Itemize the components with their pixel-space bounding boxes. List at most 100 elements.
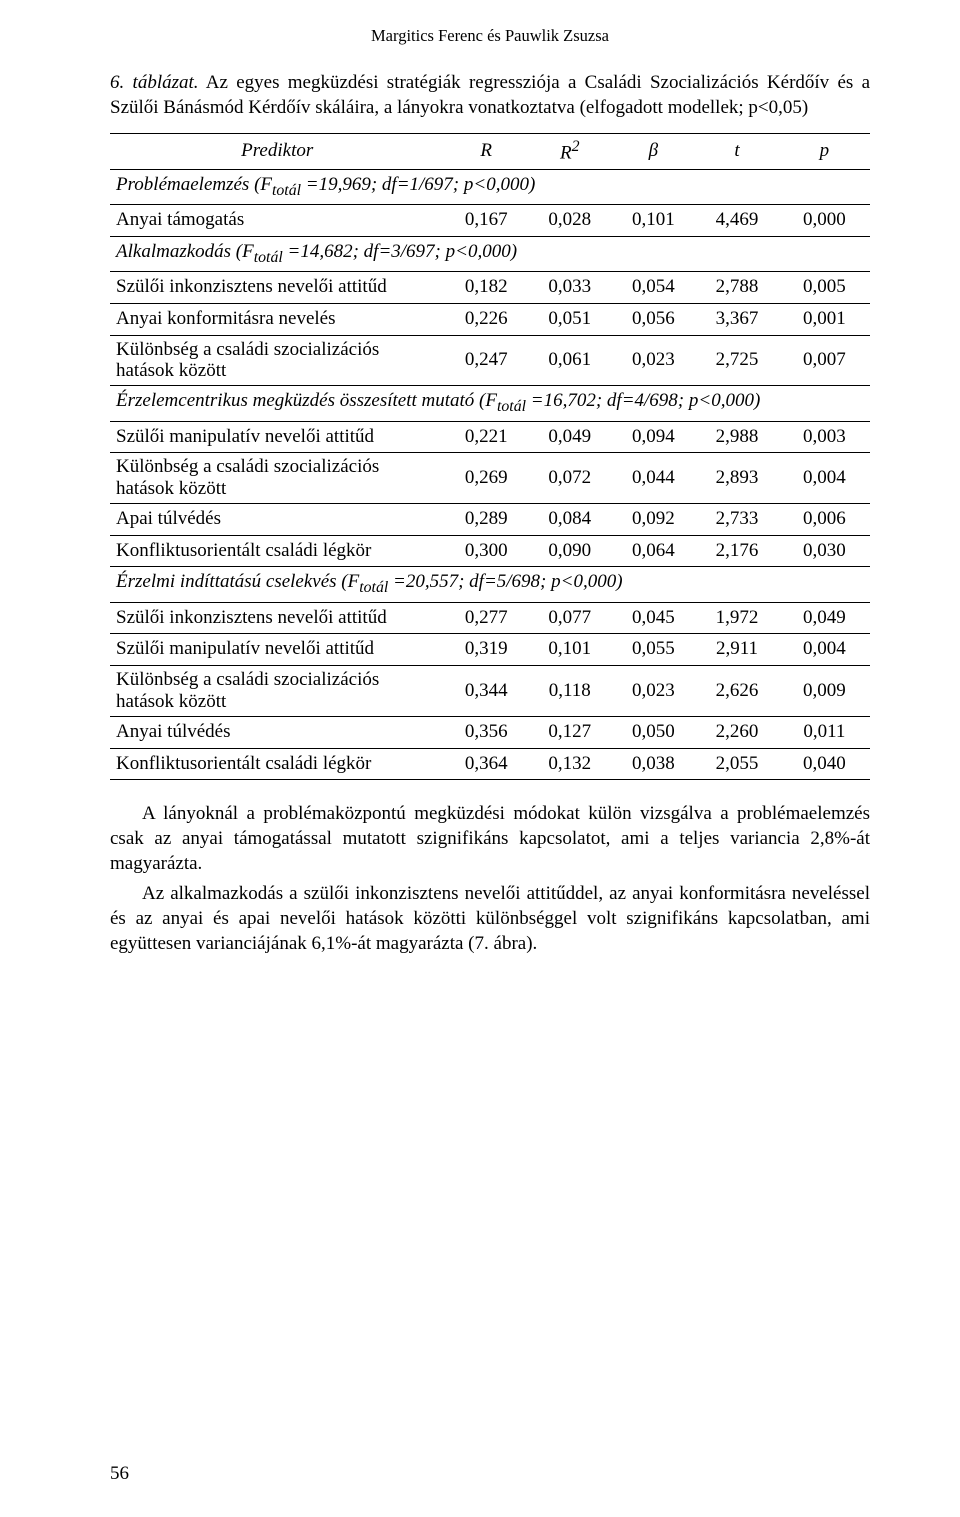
paragraph-1: A lányoknál a problémaközpontú megküzdés… bbox=[110, 802, 870, 876]
cell: 0,007 bbox=[779, 335, 870, 386]
table-section-row: Problémaelemzés (Ftotál =19,969; df=1/69… bbox=[110, 169, 870, 204]
cell: 0,004 bbox=[779, 634, 870, 666]
cell: 0,118 bbox=[528, 666, 612, 717]
cell: 0,061 bbox=[528, 335, 612, 386]
cell: 0,247 bbox=[444, 335, 528, 386]
table-row: Különbség a családi szocializációs hatás… bbox=[110, 666, 870, 717]
caption-rest: Az egyes megküzdési stratégiák regresszi… bbox=[110, 72, 870, 118]
cell: 2,733 bbox=[695, 504, 779, 536]
cell: 0,132 bbox=[528, 748, 612, 780]
cell: 0,092 bbox=[612, 504, 696, 536]
row-label: Konfliktusorientált családi légkör bbox=[110, 535, 444, 567]
cell: 0,045 bbox=[612, 602, 696, 634]
row-label: Szülői manipulatív nevelői attitűd bbox=[110, 421, 444, 453]
cell: 4,469 bbox=[695, 205, 779, 237]
cell: 0,344 bbox=[444, 666, 528, 717]
cell: 0,055 bbox=[612, 634, 696, 666]
cell: 0,030 bbox=[779, 535, 870, 567]
table-row: Szülői inkonzisztens nevelői attitűd 0,1… bbox=[110, 272, 870, 304]
row-label: Konfliktusorientált családi légkör bbox=[110, 748, 444, 780]
table-row: Különbség a családi szocializációs hatás… bbox=[110, 335, 870, 386]
cell: 0,221 bbox=[444, 421, 528, 453]
row-label: Anyai támogatás bbox=[110, 205, 444, 237]
cell: 0,167 bbox=[444, 205, 528, 237]
row-label: Szülői manipulatív nevelői attitűd bbox=[110, 634, 444, 666]
table-section-row: Alkalmazkodás (Ftotál =14,682; df=3/697;… bbox=[110, 236, 870, 271]
cell: 0,300 bbox=[444, 535, 528, 567]
col-p: p bbox=[779, 133, 870, 169]
row-label: Különbség a családi szocializációs hatás… bbox=[110, 666, 444, 717]
cell: 0,009 bbox=[779, 666, 870, 717]
row-label: Anyai konformitásra nevelés bbox=[110, 303, 444, 335]
cell: 0,011 bbox=[779, 716, 870, 748]
cell: 0,182 bbox=[444, 272, 528, 304]
cell: 0,319 bbox=[444, 634, 528, 666]
row-label: Különbség a családi szocializációs hatás… bbox=[110, 453, 444, 504]
section-label: Érzelmi indíttatású cselekvés (Ftotál =2… bbox=[110, 567, 870, 602]
col-r: R bbox=[444, 133, 528, 169]
section-label: Érzelemcentrikus megküzdés összesített m… bbox=[110, 386, 870, 421]
cell: 0,033 bbox=[528, 272, 612, 304]
table-header-row: Prediktor R R2 β t p bbox=[110, 133, 870, 169]
cell: 0,003 bbox=[779, 421, 870, 453]
cell: 3,367 bbox=[695, 303, 779, 335]
table-row: Konfliktusorientált családi légkör 0,300… bbox=[110, 535, 870, 567]
paragraph-2: Az alkalmazkodás a szülői inkonzisztens … bbox=[110, 882, 870, 956]
section-label: Problémaelemzés (Ftotál =19,969; df=1/69… bbox=[110, 169, 870, 204]
cell: 0,023 bbox=[612, 335, 696, 386]
table-row: Konfliktusorientált családi légkör 0,364… bbox=[110, 748, 870, 780]
cell: 0,051 bbox=[528, 303, 612, 335]
cell: 0,269 bbox=[444, 453, 528, 504]
cell: 2,626 bbox=[695, 666, 779, 717]
table-row: Anyai konformitásra nevelés 0,226 0,051 … bbox=[110, 303, 870, 335]
cell: 2,055 bbox=[695, 748, 779, 780]
cell: 0,127 bbox=[528, 716, 612, 748]
cell: 2,911 bbox=[695, 634, 779, 666]
table-row: Apai túlvédés 0,289 0,084 0,092 2,733 0,… bbox=[110, 504, 870, 536]
cell: 0,094 bbox=[612, 421, 696, 453]
regression-table: Prediktor R R2 β t p Problémaelemzés (Ft… bbox=[110, 133, 870, 780]
cell: 0,005 bbox=[779, 272, 870, 304]
row-label: Anyai túlvédés bbox=[110, 716, 444, 748]
table-caption: 6. táblázat. Az egyes megküzdési stratég… bbox=[110, 71, 870, 120]
cell: 0,001 bbox=[779, 303, 870, 335]
cell: 2,725 bbox=[695, 335, 779, 386]
cell: 0,044 bbox=[612, 453, 696, 504]
cell: 2,788 bbox=[695, 272, 779, 304]
cell: 0,072 bbox=[528, 453, 612, 504]
cell: 0,028 bbox=[528, 205, 612, 237]
cell: 0,090 bbox=[528, 535, 612, 567]
caption-lead: 6. táblázat. bbox=[110, 72, 199, 93]
cell: 0,054 bbox=[612, 272, 696, 304]
table-row: Szülői manipulatív nevelői attitűd 0,319… bbox=[110, 634, 870, 666]
table-row: Szülői inkonzisztens nevelői attitűd 0,2… bbox=[110, 602, 870, 634]
cell: 0,049 bbox=[779, 602, 870, 634]
table-row: Anyai támogatás 0,167 0,028 0,101 4,469 … bbox=[110, 205, 870, 237]
cell: 0,356 bbox=[444, 716, 528, 748]
col-t: t bbox=[695, 133, 779, 169]
cell: 2,260 bbox=[695, 716, 779, 748]
table-row: Anyai túlvédés 0,356 0,127 0,050 2,260 0… bbox=[110, 716, 870, 748]
cell: 2,893 bbox=[695, 453, 779, 504]
cell: 0,084 bbox=[528, 504, 612, 536]
cell: 0,077 bbox=[528, 602, 612, 634]
col-beta: β bbox=[612, 133, 696, 169]
cell: 0,226 bbox=[444, 303, 528, 335]
table-section-row: Érzelemcentrikus megküzdés összesített m… bbox=[110, 386, 870, 421]
col-r2: R2 bbox=[528, 133, 612, 169]
cell: 0,006 bbox=[779, 504, 870, 536]
cell: 0,023 bbox=[612, 666, 696, 717]
cell: 0,000 bbox=[779, 205, 870, 237]
page-number: 56 bbox=[110, 1462, 129, 1487]
cell: 0,038 bbox=[612, 748, 696, 780]
cell: 2,176 bbox=[695, 535, 779, 567]
table-section-row: Érzelmi indíttatású cselekvés (Ftotál =2… bbox=[110, 567, 870, 602]
cell: 0,049 bbox=[528, 421, 612, 453]
cell: 0,064 bbox=[612, 535, 696, 567]
cell: 0,050 bbox=[612, 716, 696, 748]
section-label: Alkalmazkodás (Ftotál =14,682; df=3/697;… bbox=[110, 236, 870, 271]
col-prediktor: Prediktor bbox=[110, 133, 444, 169]
cell: 2,988 bbox=[695, 421, 779, 453]
cell: 1,972 bbox=[695, 602, 779, 634]
row-label: Szülői inkonzisztens nevelői attitűd bbox=[110, 602, 444, 634]
